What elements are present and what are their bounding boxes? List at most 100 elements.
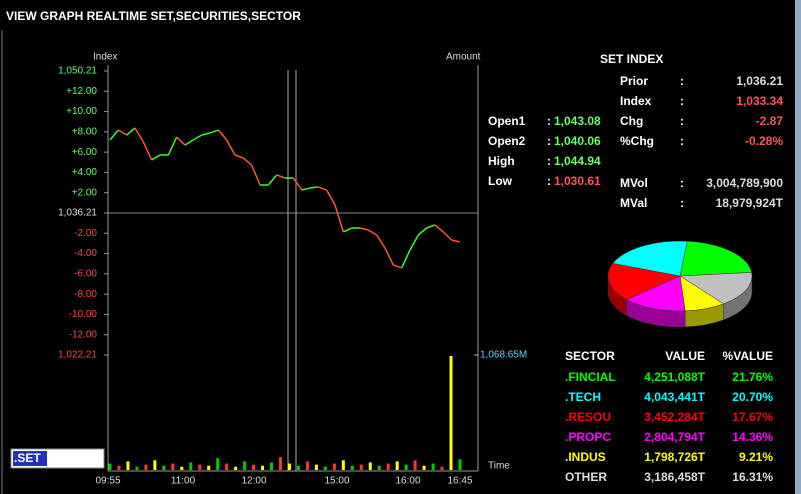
- sector-value: 4,043,441T: [644, 390, 705, 404]
- amount-bar: [449, 355, 453, 470]
- index-line: [209, 129, 219, 134]
- info-sep: :: [547, 134, 551, 148]
- index-line: [451, 239, 461, 243]
- amount-bar: [216, 458, 220, 470]
- x-tick-label: 11:00: [171, 476, 196, 487]
- amount-axis-label: Amount: [446, 52, 481, 63]
- amount-bar: [359, 464, 363, 470]
- info-value: 1,040.06: [554, 134, 601, 148]
- pie-slice: [679, 240, 752, 277]
- amount-bar: [422, 465, 426, 470]
- info-title: SET INDEX: [600, 52, 663, 66]
- amount-bar: [332, 463, 336, 470]
- y-tick-label: -6.00: [74, 268, 97, 279]
- info-label: Open2: [488, 134, 526, 148]
- sector-pct: 14.36%: [732, 430, 773, 444]
- info-value: 3,004,789,900: [706, 176, 783, 190]
- pie-slice: [626, 275, 686, 312]
- y-tick-label: +4.00: [72, 167, 98, 178]
- info-value: 18,979,924T: [716, 196, 784, 210]
- symbol-text[interactable]: .SET: [14, 451, 41, 465]
- x-tick-label: 09:55: [95, 476, 120, 487]
- amount-bar: [377, 465, 381, 470]
- sector-name: .RESOU: [565, 410, 611, 424]
- table-header: SECTOR: [565, 349, 615, 363]
- amount-bar: [243, 461, 247, 470]
- index-line: [134, 127, 144, 143]
- info-value: 1,030.61: [554, 174, 601, 188]
- info-label: Index: [620, 94, 652, 108]
- index-line: [226, 139, 236, 156]
- amount-bar: [404, 464, 408, 470]
- index-line: [192, 134, 203, 141]
- info-sep: :: [680, 114, 684, 128]
- amount-bar: [153, 460, 157, 470]
- y-tick-label: +12.00: [66, 86, 97, 97]
- index-line: [384, 247, 395, 266]
- y-tick-label: +8.00: [72, 126, 98, 137]
- y-tick-label: -8.00: [74, 289, 97, 300]
- index-line: [343, 227, 352, 233]
- index-line: [167, 136, 178, 156]
- amount-bar: [126, 461, 130, 470]
- y-tick-label: -2.00: [74, 228, 97, 239]
- amount-bar: [180, 466, 184, 470]
- index-line: [367, 229, 378, 236]
- amount-bar: [108, 463, 112, 470]
- amount-bar: [386, 463, 390, 470]
- info-sep: :: [680, 134, 684, 148]
- info-label: MVal: [620, 196, 647, 210]
- info-sep: :: [680, 74, 684, 88]
- sector-name: .PROPC: [565, 430, 611, 444]
- amount-bar: [368, 462, 372, 470]
- amount-bar: [171, 463, 175, 470]
- amount-bar: [234, 466, 238, 470]
- index-line: [309, 186, 319, 189]
- info-value: 1,043.08: [554, 114, 601, 128]
- amount-bar: [314, 464, 318, 470]
- amount-bar: [413, 460, 417, 470]
- index-line: [409, 234, 419, 251]
- amount-bar: [225, 463, 229, 470]
- info-value: 1,044.94: [554, 154, 601, 168]
- amount-bar: [252, 464, 256, 470]
- index-axis-label: Index: [93, 52, 117, 63]
- table-header: %VALUE: [723, 349, 773, 363]
- sector-name: .TECH: [565, 390, 601, 404]
- amount-bar: [207, 465, 211, 470]
- y-tick-label: -12.00: [69, 329, 98, 340]
- amount-bar: [144, 464, 148, 470]
- amount-bar: [296, 465, 300, 470]
- info-value: 1,036.21: [736, 74, 783, 88]
- info-label: Open1: [488, 114, 526, 128]
- index-line: [400, 249, 411, 269]
- index-line: [151, 154, 161, 161]
- index-line: [109, 129, 119, 141]
- sector-name: .FINCIAL: [565, 370, 616, 384]
- sector-value: 2,804,794T: [644, 430, 705, 444]
- amount-bar: [261, 465, 265, 470]
- sector-pct: 16.31%: [732, 470, 773, 484]
- amount-bar: [323, 466, 327, 470]
- y-tick-label: +2.00: [72, 187, 98, 198]
- amount-bar: [287, 463, 291, 470]
- index-line: [326, 189, 336, 206]
- index-line: [376, 234, 386, 249]
- index-line: [276, 174, 286, 179]
- sector-name: .INDUS: [565, 450, 606, 464]
- index-line: [359, 227, 369, 231]
- amount-bar: [440, 466, 444, 470]
- amount-bar: [162, 465, 166, 470]
- index-line: [142, 141, 153, 161]
- amount-bar: [270, 462, 274, 470]
- info-label: %Chg: [620, 134, 654, 148]
- info-label: High: [488, 154, 515, 168]
- amount-bar: [395, 461, 399, 470]
- amount-bar: [431, 463, 435, 470]
- pie-slice: [607, 263, 681, 300]
- x-tick-label: 12:00: [241, 476, 266, 487]
- amount-bar: [135, 466, 139, 470]
- index-line: [393, 264, 402, 269]
- amount-bar: [279, 457, 283, 470]
- sector-pct: 20.70%: [732, 390, 773, 404]
